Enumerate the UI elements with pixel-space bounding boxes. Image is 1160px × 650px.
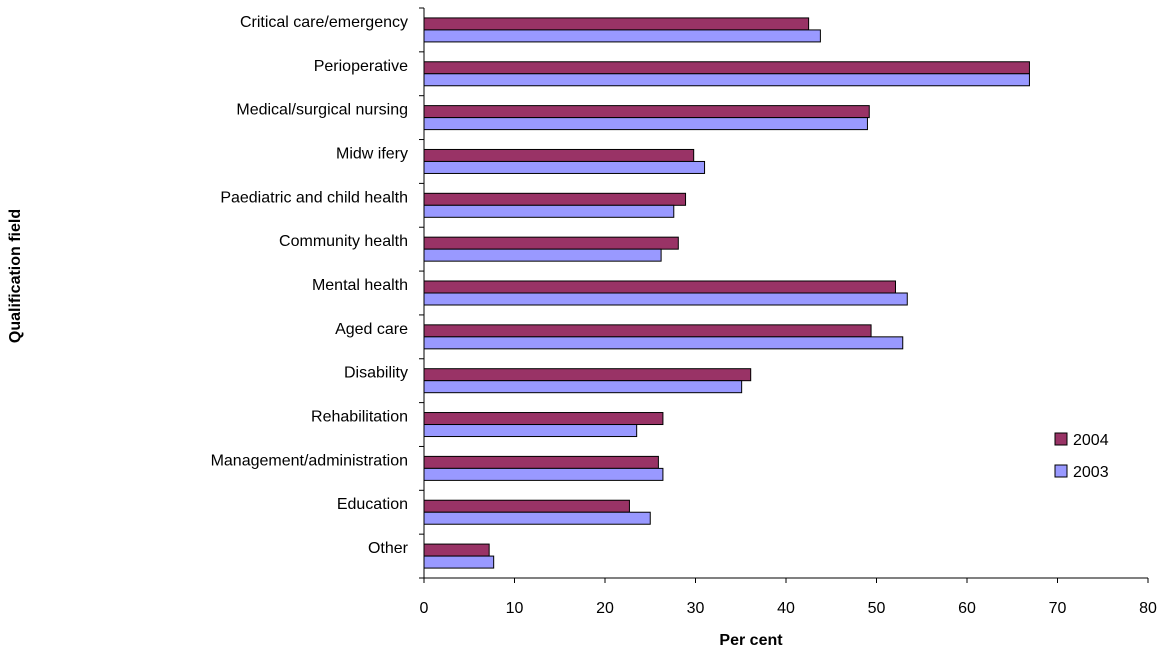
bar-2003-5	[423, 248, 662, 262]
bar-2004-1	[423, 61, 1030, 75]
bar-2004-8	[423, 368, 752, 382]
bars-layer	[423, 17, 1030, 569]
bar-2004-7	[423, 324, 872, 338]
category-label: Paediatric and child health	[220, 189, 408, 206]
legend-label-2003: 2003	[1073, 464, 1109, 481]
bar-2003-8	[423, 380, 743, 394]
bar-2004-11	[423, 499, 630, 513]
bar-2004-12	[423, 543, 490, 557]
bar-2004-6	[423, 280, 897, 294]
category-label: Medical/surgical nursing	[236, 102, 408, 119]
x-tick-label: 50	[868, 600, 886, 617]
x-tick-label: 0	[420, 600, 429, 617]
category-label: Management/administration	[211, 452, 408, 469]
category-labels: Critical care/emergency Perioperative Medi…	[211, 14, 409, 557]
x-axis-title: Per cent	[719, 632, 783, 649]
bar-2003-9	[423, 424, 638, 438]
legend-label-2004: 2004	[1073, 432, 1109, 449]
x-tick-labels: 0 10 20 30 40 50 60 70 80	[420, 600, 1157, 617]
x-tick-label: 10	[506, 600, 524, 617]
bar-2003-6	[423, 292, 908, 306]
y-axis-ticks	[419, 7, 424, 579]
category-label: Critical care/emergency	[240, 14, 408, 31]
bar-2003-11	[423, 511, 651, 525]
x-tick-label: 60	[958, 600, 976, 617]
category-label: Mental health	[312, 277, 408, 294]
bar-2004-4	[423, 192, 687, 206]
x-axis-ticks	[423, 578, 1149, 583]
category-label: Education	[337, 496, 408, 513]
category-label: Disability	[344, 365, 408, 382]
bar-2003-12	[423, 555, 495, 569]
legend-swatch-2003	[1054, 464, 1068, 478]
x-tick-label: 20	[596, 600, 614, 617]
bar-2004-2	[423, 105, 870, 119]
x-tick-label: 40	[777, 600, 795, 617]
category-label: Aged care	[335, 321, 408, 338]
bar-2003-4	[423, 204, 675, 218]
category-label: Midw ifery	[336, 145, 408, 162]
bar-2003-2	[423, 117, 868, 131]
category-label: Community health	[279, 233, 408, 250]
bar-2004-0	[423, 17, 810, 31]
bar-2003-3	[423, 160, 706, 174]
bar-2003-1	[423, 73, 1030, 87]
x-tick-label: 80	[1139, 600, 1157, 617]
bar-2004-10	[423, 455, 659, 469]
legend: 2004 2003	[1054, 432, 1109, 481]
bar-2003-0	[423, 29, 821, 43]
bar-2003-7	[423, 336, 904, 350]
bar-2004-5	[423, 236, 679, 250]
x-tick-label: 30	[687, 600, 705, 617]
category-label: Rehabilitation	[311, 409, 408, 426]
category-label: Other	[368, 540, 409, 557]
bar-2004-9	[423, 412, 664, 426]
legend-swatch-2004	[1054, 432, 1068, 446]
bar-2003-10	[423, 467, 664, 481]
y-axis-title: Qualification field	[7, 209, 24, 343]
x-tick-label: 70	[1049, 600, 1067, 617]
bar-2004-3	[423, 148, 695, 162]
category-label: Perioperative	[314, 58, 408, 75]
